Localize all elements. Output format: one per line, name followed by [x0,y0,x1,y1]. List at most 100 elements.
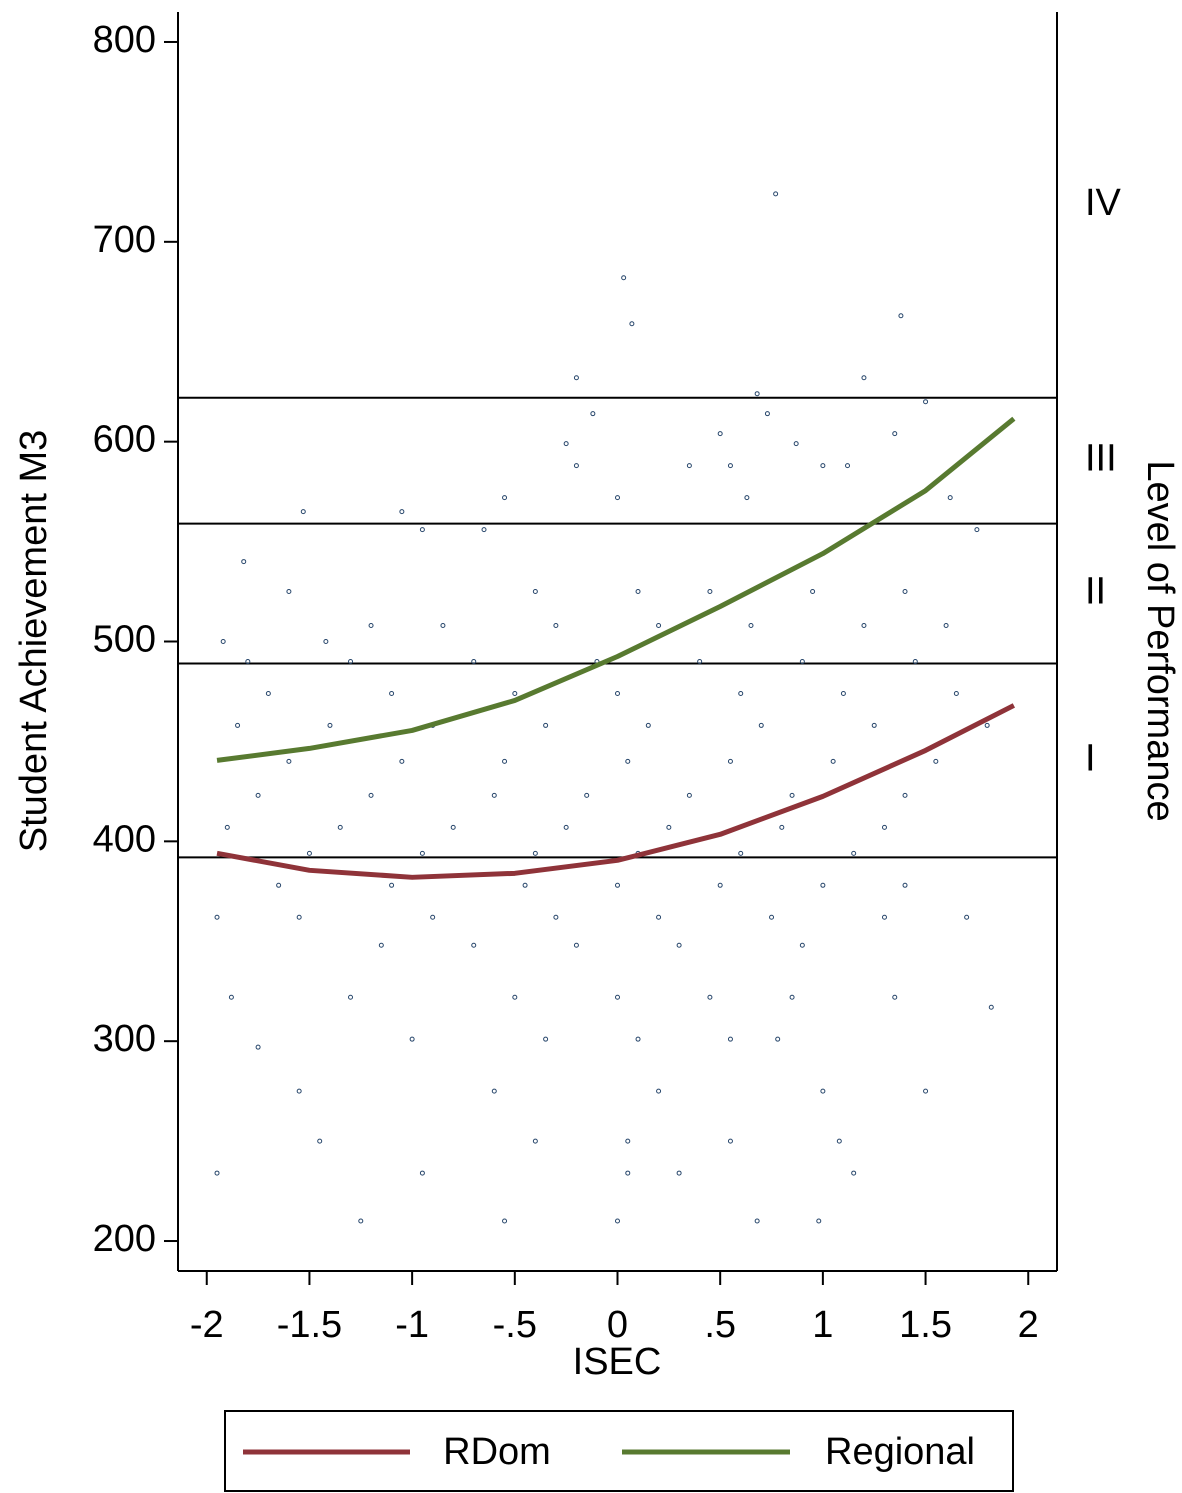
point [615,994,620,1000]
point [727,463,733,469]
point [450,824,456,830]
point [621,275,627,281]
point [953,690,959,696]
x-tick-label: -1 [395,1304,429,1346]
point [491,792,497,798]
point [615,690,620,696]
y-tick-label: 500 [93,619,156,661]
x-tick-label: .5 [704,1304,736,1346]
point [348,658,354,664]
point [799,942,805,948]
x-tick-label: 1.5 [899,1304,952,1346]
point [830,758,836,764]
point [358,1218,364,1224]
x-tick-label: 2 [1018,1304,1039,1346]
point [368,623,374,629]
point [686,792,692,798]
point [645,722,651,728]
point [399,509,405,515]
level-label: I [1085,737,1096,779]
point [625,1170,631,1176]
point [988,1004,994,1010]
x-tick-label: 1 [812,1304,833,1346]
point [748,623,754,629]
point [629,321,635,327]
point [563,441,569,447]
point [717,431,723,437]
point [255,792,261,798]
point [491,1088,497,1094]
point [543,1036,549,1042]
point [512,690,518,696]
point [738,850,744,856]
y-tick-label: 400 [93,818,156,860]
point [440,623,446,629]
point [220,639,226,644]
point [912,658,918,664]
point [419,1170,425,1176]
y-tick-label: 800 [93,19,156,61]
point [235,722,241,728]
point [502,495,508,501]
point [553,623,559,629]
point [214,914,220,920]
point [378,942,384,948]
point [327,722,333,728]
level-label: IV [1085,182,1122,224]
point [902,882,908,888]
point [389,690,395,696]
point [584,792,590,798]
point [625,758,631,764]
point [964,914,970,920]
point [656,914,662,920]
point [337,824,343,830]
point [532,850,538,856]
point [923,1088,929,1094]
legend-label: RDom [443,1431,551,1473]
point [676,1170,682,1176]
point [389,882,395,888]
point [573,375,579,381]
point [769,914,775,920]
point [471,942,477,948]
y-tick-label: 300 [93,1018,156,1060]
y-tick-label: 700 [93,219,156,261]
point [744,495,750,501]
level-label: III [1085,438,1117,480]
point [502,1218,508,1224]
point [399,758,405,764]
point [881,914,887,920]
point [861,623,867,629]
point [686,463,692,469]
point [845,463,851,469]
point [419,527,425,533]
point [224,824,230,830]
point [902,792,908,798]
point [707,994,713,1000]
point [635,1036,641,1042]
y-axis-title: Student Achievement M3 [13,430,55,852]
point [532,1138,538,1144]
point [810,589,816,595]
point [947,495,953,501]
point [323,639,329,644]
point [775,1036,781,1042]
x-tick-label: -2 [190,1304,224,1346]
point [409,1036,415,1042]
point [898,313,904,319]
point [255,1044,261,1050]
point [820,463,826,469]
point [296,1088,302,1094]
point [789,994,795,1000]
point [697,658,703,664]
point [419,850,425,856]
point [214,1170,220,1176]
point [754,1218,760,1224]
point [851,1170,857,1176]
y-tick-label: 200 [93,1218,156,1260]
point [512,994,518,1000]
point [764,411,770,417]
point [820,1088,826,1094]
fit-line [216,416,1016,763]
